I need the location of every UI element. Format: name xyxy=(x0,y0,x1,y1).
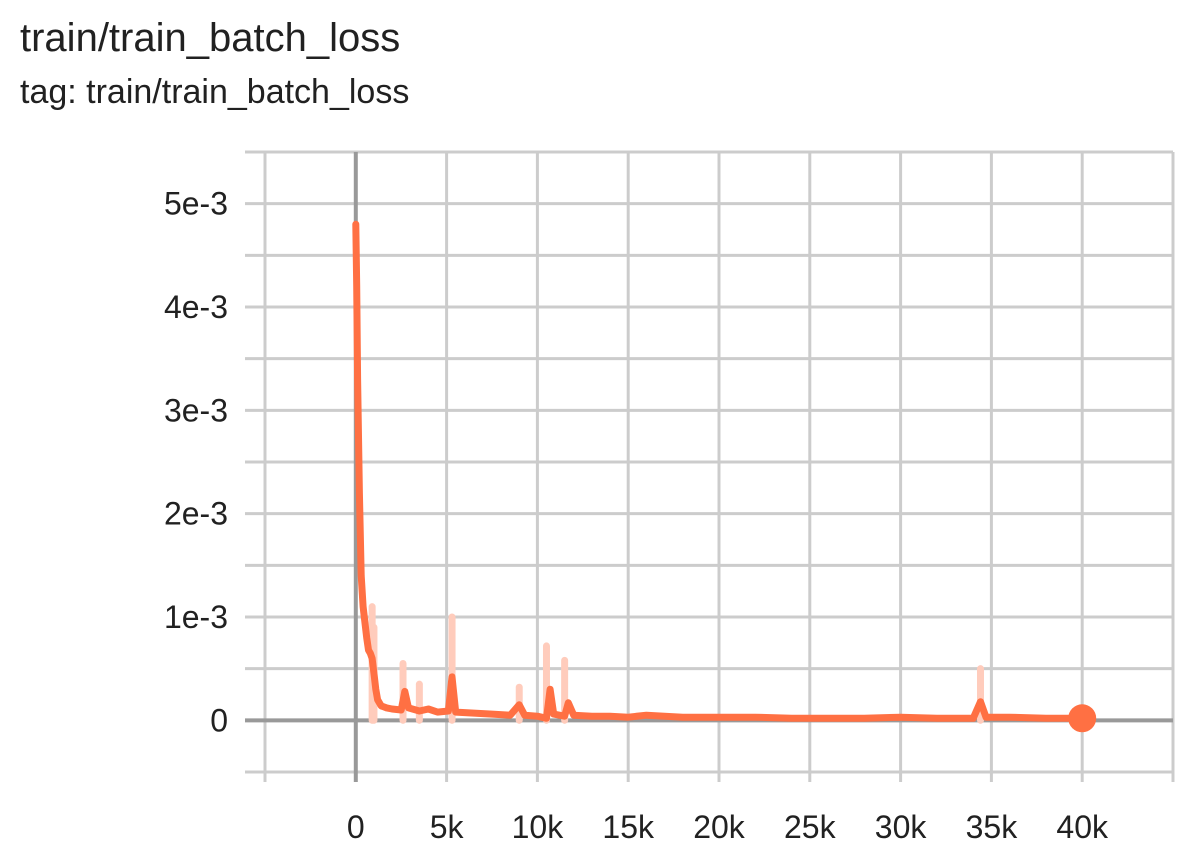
x-tick-label: 35k xyxy=(966,809,1019,845)
x-tick-label: 30k xyxy=(875,809,928,845)
smoothed-series xyxy=(352,220,1097,733)
x-tick-label: 25k xyxy=(784,809,837,845)
x-tick-label: 40k xyxy=(1056,809,1109,845)
raw-series xyxy=(368,603,985,724)
x-tick-label: 0 xyxy=(347,809,365,845)
chart-subtitle: tag: train/train_batch_loss xyxy=(20,73,410,111)
y-tick-label: 1e-3 xyxy=(164,599,228,635)
smoothed-line xyxy=(352,220,1086,722)
axes xyxy=(245,152,1173,782)
last-point-marker xyxy=(1068,704,1097,733)
y-tick-label: 5e-3 xyxy=(164,186,228,222)
y-tick-label: 0 xyxy=(210,702,228,738)
tick-labels: 0 5k 10k 15k 20k 25k 30k 35k 40k 0 1e-3 2e-3 3e-3 4e-… xyxy=(164,186,1109,845)
y-tick-label: 4e-3 xyxy=(164,289,228,325)
x-tick-label: 10k xyxy=(512,809,565,845)
y-tick-label: 2e-3 xyxy=(164,496,228,532)
x-tick-label: 15k xyxy=(602,809,655,845)
x-tick-label: 5k xyxy=(430,809,465,845)
y-tick-label: 3e-3 xyxy=(164,392,228,428)
chart-title: train/train_batch_loss xyxy=(20,16,401,60)
x-tick-label: 20k xyxy=(693,809,746,845)
grid-lines xyxy=(245,150,1175,782)
